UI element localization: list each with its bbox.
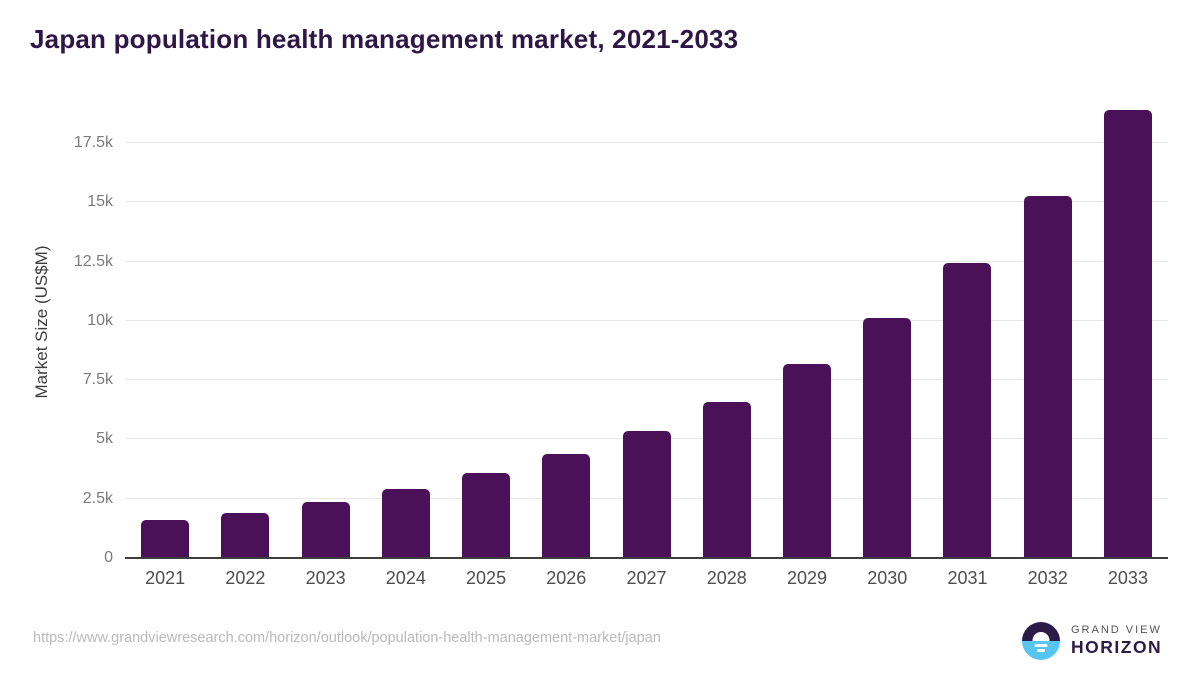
plot-area — [125, 100, 1168, 559]
bar-2024 — [381, 489, 430, 558]
bar-slot — [847, 100, 927, 558]
x-tick-label-2030: 2030 — [867, 568, 908, 588]
bar-2027 — [622, 431, 671, 558]
bar-slot — [125, 100, 205, 558]
logo-horizon-text: HORIZON — [1071, 637, 1163, 657]
horizon-sunrise-icon — [1022, 622, 1060, 660]
y-tick-label: 5k — [96, 430, 113, 448]
bar-slot — [606, 100, 686, 558]
y-tick-label: 10k — [87, 311, 113, 329]
x-tick-label-2024: 2024 — [385, 568, 426, 588]
bar-slot — [767, 100, 847, 558]
bar-2021 — [141, 520, 190, 558]
x-tick-label-2021: 2021 — [145, 568, 186, 588]
gridline-17.5k — [125, 142, 1168, 143]
y-tick-label: 12.5k — [73, 252, 113, 270]
bar-slot — [687, 100, 767, 558]
bar-slot — [1088, 100, 1168, 558]
bar-slot — [927, 100, 1007, 558]
logo-reflection-bar-2 — [1037, 649, 1045, 652]
x-tick-label-2033: 2033 — [1107, 568, 1148, 588]
bar-2033 — [1103, 110, 1152, 558]
bar-2023 — [301, 502, 350, 558]
x-axis-tick-labels: 2021 2022 2023 2024 2025 2026 2027 2028 2029 2030… — [125, 568, 1168, 589]
bar-series — [125, 100, 1168, 558]
logo-text: GRAND VIEW HORIZON — [1071, 624, 1162, 658]
x-tick-label-2027: 2027 — [626, 568, 667, 588]
source-url: https://www.grandviewresearch.com/horizo… — [33, 630, 661, 646]
y-tick-label: 7.5k — [82, 371, 113, 389]
bar-2028 — [702, 402, 751, 558]
y-axis-tick-labels: 0 2.5k 5k 7.5k 10k 12.5k 15k 17.5k — [0, 100, 113, 566]
bar-2025 — [462, 473, 511, 558]
bar-2022 — [221, 513, 270, 558]
x-tick-label-2028: 2028 — [706, 568, 747, 588]
x-tick-label-2029: 2029 — [786, 568, 828, 588]
y-tick-label: 2.5k — [82, 489, 113, 507]
bar-2031 — [943, 263, 992, 558]
bar-2029 — [782, 364, 831, 558]
x-tick-label-2025: 2025 — [466, 568, 507, 588]
chart-title: Japan population health management marke… — [30, 24, 739, 54]
gridline-10k — [125, 319, 1168, 321]
logo-reflection-bar-1 — [1034, 644, 1048, 647]
brand-logo: GRAND VIEW HORIZON — [1022, 622, 1162, 660]
bar-2030 — [863, 318, 912, 558]
bar-slot — [446, 100, 526, 558]
x-tick-label-2032: 2032 — [1027, 568, 1068, 588]
x-tick-label-2022: 2022 — [225, 568, 266, 588]
bar-slot — [1008, 100, 1088, 558]
y-tick-label: 17.5k — [73, 134, 113, 151]
logo-sky-half — [1022, 622, 1060, 641]
bar-slot — [285, 100, 365, 558]
bar-2026 — [542, 454, 591, 558]
logo-sun — [1032, 632, 1050, 641]
gridline-7.5k — [125, 379, 1168, 381]
gridline-15k — [125, 201, 1168, 203]
x-tick-label-2023: 2023 — [305, 568, 346, 588]
logo-grand-view-text: GRAND VIEW — [1071, 624, 1162, 636]
y-tick-label: 0 — [104, 549, 113, 566]
bar-slot — [526, 100, 606, 558]
x-axis-line — [125, 557, 1168, 559]
x-tick-label-2031: 2031 — [947, 568, 988, 588]
y-tick-label: 15k — [87, 193, 113, 211]
x-tick-label-2026: 2026 — [546, 568, 587, 588]
gridline-12.5k — [125, 260, 1168, 262]
bar-2032 — [1023, 196, 1072, 558]
bar-slot — [205, 100, 285, 558]
bar-slot — [366, 100, 446, 558]
